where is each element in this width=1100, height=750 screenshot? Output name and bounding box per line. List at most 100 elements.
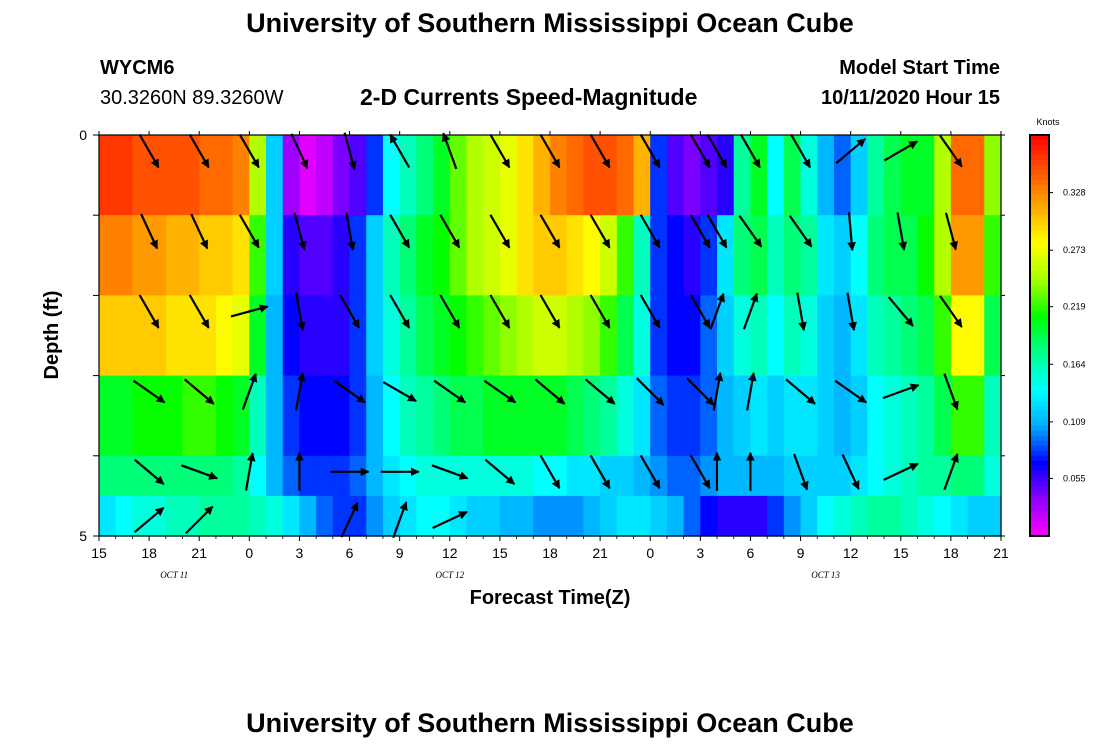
colorbar-swatch — [1030, 330, 1049, 337]
heatmap-cell — [483, 295, 501, 377]
heatmap-cell — [299, 215, 317, 296]
heatmap-cell — [182, 215, 200, 296]
heatmap-cell — [616, 135, 635, 216]
heatmap-cell — [566, 295, 584, 377]
current-arrow — [738, 215, 763, 248]
heatmap-cell — [282, 495, 301, 537]
heatmap-cell — [282, 375, 301, 457]
heatmap-cell — [266, 375, 284, 457]
colorbar-swatch — [1030, 240, 1049, 246]
current-arrow — [790, 134, 812, 169]
heatmap-cell — [149, 135, 167, 216]
colorbar-swatch — [1030, 360, 1049, 367]
y-axis: 05 — [79, 127, 1005, 544]
heatmap-cell — [165, 135, 184, 216]
current-arrow — [241, 372, 258, 410]
current-arrow — [939, 295, 963, 328]
heatmap-cell — [616, 215, 635, 296]
colorbar-tick-label: 0.055 — [1063, 473, 1086, 483]
heatmap-cell — [800, 375, 818, 457]
heatmap-cell — [783, 135, 802, 216]
heatmap-cell — [783, 215, 802, 296]
heatmap-cell — [867, 375, 885, 457]
heatmap-cell — [717, 215, 735, 296]
heatmap-cell — [299, 135, 317, 216]
x-tick-label: 0 — [646, 545, 654, 561]
heatmap-cell — [249, 495, 267, 537]
heatmap-cell — [483, 135, 501, 216]
colorbar-swatch — [1030, 185, 1049, 191]
current-arrow — [785, 378, 816, 405]
heatmap-cell — [332, 375, 351, 457]
heatmap-cell — [967, 135, 985, 216]
colorbar-swatch — [1030, 395, 1049, 402]
colorbar-swatch — [1030, 285, 1049, 291]
current-arrow — [706, 214, 728, 249]
heatmap-cell — [767, 495, 785, 537]
colorbar-swatch — [1030, 290, 1049, 296]
heatmap-cell — [700, 215, 718, 296]
current-arrow — [389, 294, 411, 329]
heatmap-cell — [416, 295, 434, 377]
heatmap-cell — [867, 215, 885, 296]
current-arrow — [441, 132, 458, 170]
heatmap-cell — [817, 495, 835, 537]
current-arrow — [584, 378, 616, 405]
current-arrow — [432, 510, 468, 529]
heatmap-cell — [199, 135, 217, 216]
current-arrow — [788, 215, 813, 248]
heatmap-cell — [900, 375, 919, 457]
heatmap-cell — [99, 215, 117, 296]
heatmap-cell — [449, 295, 468, 377]
heatmap-cell — [666, 375, 685, 457]
current-arrow — [589, 134, 611, 169]
heatmap-cell — [700, 135, 718, 216]
heatmap-cell — [249, 215, 267, 296]
current-arrow — [345, 212, 356, 251]
heatmap-cell — [583, 375, 601, 457]
heatmap-cell — [817, 215, 835, 296]
heatmap-cell — [767, 375, 785, 457]
heatmap-cell — [533, 375, 551, 457]
heatmap-cell — [282, 135, 301, 216]
current-arrow — [133, 506, 165, 534]
current-arrow — [333, 379, 366, 404]
page-title: University of Southern Mississippi Ocean… — [246, 8, 854, 38]
heatmap-cell — [215, 135, 234, 216]
heatmap-cell — [566, 495, 584, 537]
heatmap-cell — [717, 295, 735, 377]
x-tick-label: 18 — [141, 545, 157, 561]
heatmap-cell — [950, 375, 969, 457]
heatmap-cell — [967, 295, 985, 377]
x-tick-label: 21 — [592, 545, 608, 561]
heatmap-cell — [533, 495, 551, 537]
y-tick-label: 5 — [79, 528, 87, 544]
heatmap-cell — [433, 295, 451, 377]
colorbar-swatch — [1030, 315, 1049, 322]
heatmap-cell — [433, 215, 451, 296]
colorbar-tick-label: 0.109 — [1063, 417, 1086, 427]
colorbar-swatch — [1030, 495, 1049, 502]
colorbar-swatch — [1030, 510, 1049, 517]
colorbar-swatch — [1030, 520, 1049, 527]
heatmap-cell — [165, 215, 184, 296]
heatmap-cell — [249, 375, 267, 457]
heatmap-cell — [382, 215, 401, 296]
colorbar-swatch — [1030, 480, 1049, 487]
current-arrow — [689, 214, 711, 249]
colorbar-swatch — [1030, 500, 1049, 507]
colorbar-swatch — [1030, 310, 1049, 317]
heatmap-cell — [717, 495, 735, 537]
heatmap-cell — [884, 135, 902, 216]
colorbar-swatch — [1030, 280, 1049, 286]
heatmap-cell — [800, 135, 818, 216]
colorbar-swatch — [1030, 400, 1049, 407]
current-arrow — [943, 373, 959, 411]
current-arrow — [188, 134, 210, 169]
current-arrow — [686, 377, 715, 406]
heatmap-cell — [950, 135, 969, 216]
heatmap-cell — [499, 375, 518, 457]
current-arrow — [689, 454, 711, 490]
model-start-time: 10/11/2020 Hour 15 — [820, 87, 1000, 109]
date-label: OCT 13 — [811, 570, 840, 580]
